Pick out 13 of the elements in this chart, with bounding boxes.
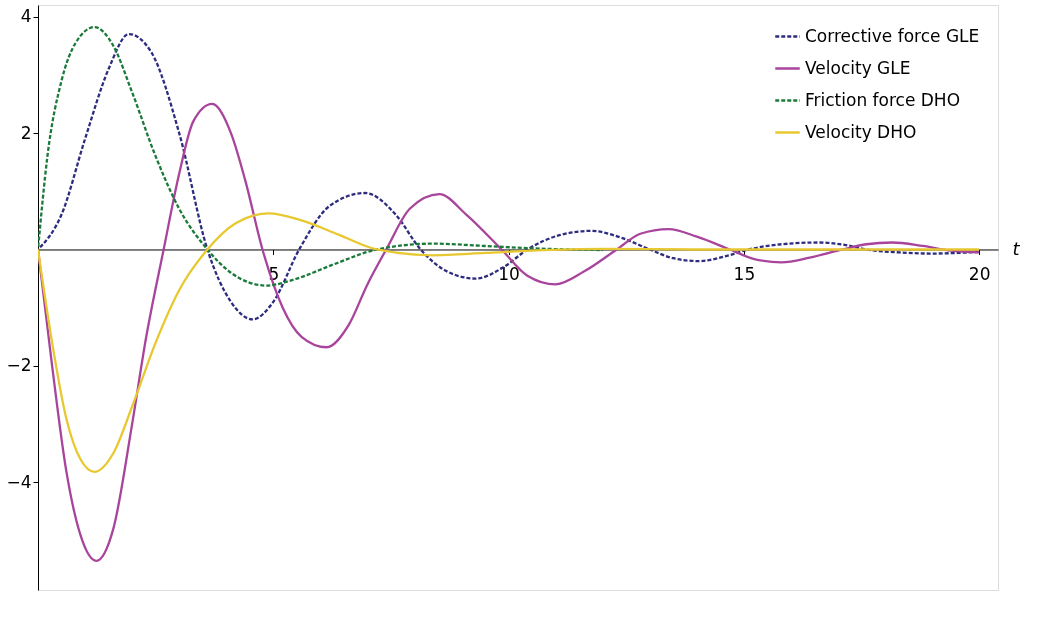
- x-tick-label: 20: [968, 263, 991, 284]
- legend-label: Friction force DHO: [805, 89, 961, 110]
- y-tick-label: −2: [6, 355, 32, 376]
- legend-label: Velocity DHO: [805, 121, 917, 142]
- y-tick-label: 4: [20, 6, 32, 27]
- legend-label: Velocity GLE: [805, 57, 911, 78]
- x-axis-title: t: [1012, 237, 1021, 259]
- y-tick-label: 2: [20, 122, 32, 143]
- line-series: [38, 25, 604, 287]
- y-tick-label: −4: [6, 471, 32, 492]
- legend-label: Corrective force GLE: [805, 25, 980, 46]
- x-tick-label: 15: [733, 263, 756, 284]
- x-tick-label: 10: [498, 263, 520, 284]
